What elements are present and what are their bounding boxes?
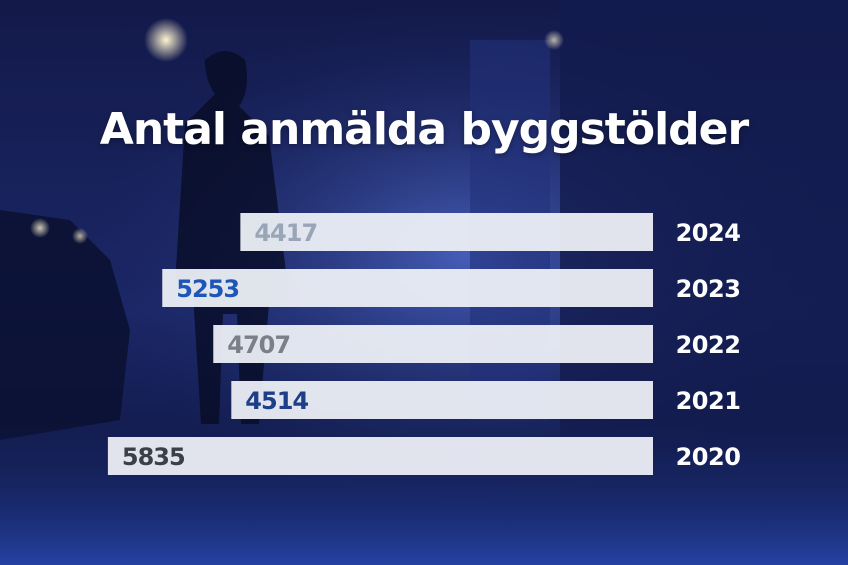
year-label-2022: 2022	[676, 331, 741, 359]
value-label-2024: 4417	[254, 219, 317, 247]
value-label-2022: 4707	[227, 331, 290, 359]
bar-2021	[231, 381, 653, 419]
value-label-2023: 5253	[176, 275, 239, 303]
chart-title: Antal anmälda byggstölder	[99, 104, 749, 155]
bar-2022	[213, 325, 653, 363]
bar-2024	[240, 213, 653, 251]
bar-2023	[162, 269, 653, 307]
year-label-2020: 2020	[676, 443, 741, 471]
year-label-2021: 2021	[676, 387, 741, 415]
bar-2020	[107, 437, 654, 475]
value-label-2020: 5835	[122, 443, 185, 471]
year-label-2023: 2023	[676, 275, 741, 303]
value-label-2021: 4514	[245, 387, 308, 415]
year-label-2024: 2024	[676, 219, 741, 247]
